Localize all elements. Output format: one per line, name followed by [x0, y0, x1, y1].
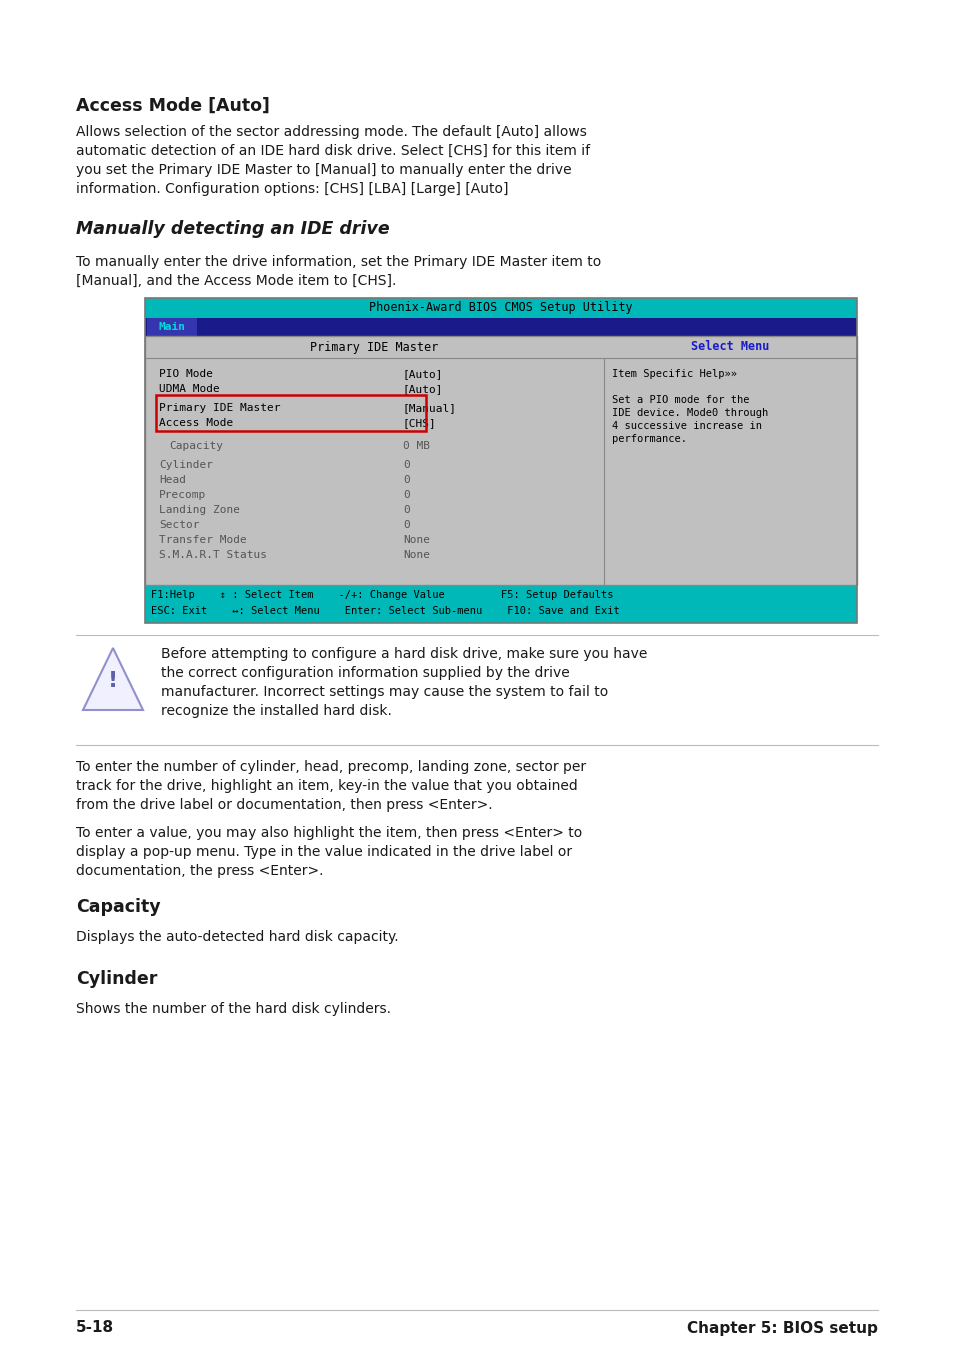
Text: Access Mode [Auto]: Access Mode [Auto] — [76, 97, 270, 115]
Text: Capacity: Capacity — [169, 440, 223, 451]
Text: Access Mode: Access Mode — [159, 417, 233, 428]
Text: IDE device. Mode0 through: IDE device. Mode0 through — [612, 408, 767, 417]
Text: Phoenix-Award BIOS CMOS Setup Utility: Phoenix-Award BIOS CMOS Setup Utility — [369, 301, 632, 315]
Text: To enter the number of cylinder, head, precomp, landing zone, sector per: To enter the number of cylinder, head, p… — [76, 761, 585, 774]
Polygon shape — [83, 648, 143, 711]
Text: Before attempting to configure a hard disk drive, make sure you have: Before attempting to configure a hard di… — [161, 647, 647, 661]
Text: Primary IDE Master: Primary IDE Master — [310, 340, 438, 354]
Text: [Auto]: [Auto] — [402, 384, 443, 394]
Text: documentation, the press <Enter>.: documentation, the press <Enter>. — [76, 865, 323, 878]
Bar — [145, 299, 856, 623]
Text: To manually enter the drive information, set the Primary IDE Master item to: To manually enter the drive information,… — [76, 255, 600, 269]
Text: you set the Primary IDE Master to [Manual] to manually enter the drive: you set the Primary IDE Master to [Manua… — [76, 163, 571, 177]
Text: None: None — [402, 535, 430, 544]
Bar — [145, 585, 856, 623]
Text: from the drive label or documentation, then press <Enter>.: from the drive label or documentation, t… — [76, 798, 492, 812]
Text: Shows the number of the hard disk cylinders.: Shows the number of the hard disk cylind… — [76, 1002, 391, 1016]
Text: performance.: performance. — [612, 434, 686, 444]
Bar — [145, 299, 856, 623]
Bar — [145, 336, 856, 585]
Text: 0: 0 — [402, 490, 410, 500]
Text: 0: 0 — [402, 520, 410, 530]
Text: Select Menu: Select Menu — [691, 340, 769, 354]
Text: [Manual]: [Manual] — [402, 403, 456, 413]
Text: Primary IDE Master: Primary IDE Master — [159, 403, 280, 413]
Text: None: None — [402, 550, 430, 561]
Text: PIO Mode: PIO Mode — [159, 369, 213, 380]
Text: Transfer Mode: Transfer Mode — [159, 535, 247, 544]
Bar — [156, 394, 426, 431]
Text: 4 successive increase in: 4 successive increase in — [612, 422, 761, 431]
Text: ESC: Exit    ↔: Select Menu    Enter: Select Sub-menu    F10: Save and Exit: ESC: Exit ↔: Select Menu Enter: Select S… — [151, 607, 619, 616]
Text: [CHS]: [CHS] — [402, 417, 436, 428]
Text: 0: 0 — [402, 459, 410, 470]
Text: Cylinder: Cylinder — [159, 459, 213, 470]
Text: [Auto]: [Auto] — [402, 369, 443, 380]
Text: 5-18: 5-18 — [76, 1320, 114, 1336]
Text: Capacity: Capacity — [76, 898, 160, 916]
Text: Allows selection of the sector addressing mode. The default [Auto] allows: Allows selection of the sector addressin… — [76, 126, 586, 139]
Text: To enter a value, you may also highlight the item, then press <Enter> to: To enter a value, you may also highlight… — [76, 825, 581, 840]
Text: 0: 0 — [402, 505, 410, 515]
Text: track for the drive, highlight an item, key-in the value that you obtained: track for the drive, highlight an item, … — [76, 780, 578, 793]
Text: recognize the installed hard disk.: recognize the installed hard disk. — [161, 704, 392, 717]
Text: Item Specific Help»»: Item Specific Help»» — [612, 369, 737, 380]
Text: display a pop-up menu. Type in the value indicated in the drive label or: display a pop-up menu. Type in the value… — [76, 844, 572, 859]
Text: automatic detection of an IDE hard disk drive. Select [CHS] for this item if: automatic detection of an IDE hard disk … — [76, 145, 590, 158]
Text: Head: Head — [159, 476, 186, 485]
Bar — [145, 317, 856, 336]
Text: 0: 0 — [402, 476, 410, 485]
Text: F1:Help    ↕ : Select Item    -/+: Change Value         F5: Setup Defaults: F1:Help ↕ : Select Item -/+: Change Valu… — [151, 590, 613, 600]
Text: 0 MB: 0 MB — [402, 440, 430, 451]
Text: Displays the auto-detected hard disk capacity.: Displays the auto-detected hard disk cap… — [76, 929, 398, 944]
Text: Chapter 5: BIOS setup: Chapter 5: BIOS setup — [686, 1320, 877, 1336]
Text: manufacturer. Incorrect settings may cause the system to fail to: manufacturer. Incorrect settings may cau… — [161, 685, 608, 698]
Text: Sector: Sector — [159, 520, 199, 530]
Text: [Manual], and the Access Mode item to [CHS].: [Manual], and the Access Mode item to [C… — [76, 274, 395, 288]
Text: S.M.A.R.T Status: S.M.A.R.T Status — [159, 550, 267, 561]
Text: UDMA Mode: UDMA Mode — [159, 384, 219, 394]
Text: !: ! — [108, 670, 118, 690]
Bar — [147, 317, 196, 336]
Text: Cylinder: Cylinder — [76, 970, 157, 988]
Bar — [145, 299, 856, 317]
Text: Precomp: Precomp — [159, 490, 206, 500]
Text: Manually detecting an IDE drive: Manually detecting an IDE drive — [76, 220, 389, 238]
Text: the correct configuration information supplied by the drive: the correct configuration information su… — [161, 666, 569, 680]
Text: information. Configuration options: [CHS] [LBA] [Large] [Auto]: information. Configuration options: [CHS… — [76, 182, 508, 196]
Text: Set a PIO mode for the: Set a PIO mode for the — [612, 394, 749, 405]
Text: Landing Zone: Landing Zone — [159, 505, 240, 515]
Text: Main: Main — [158, 322, 185, 332]
